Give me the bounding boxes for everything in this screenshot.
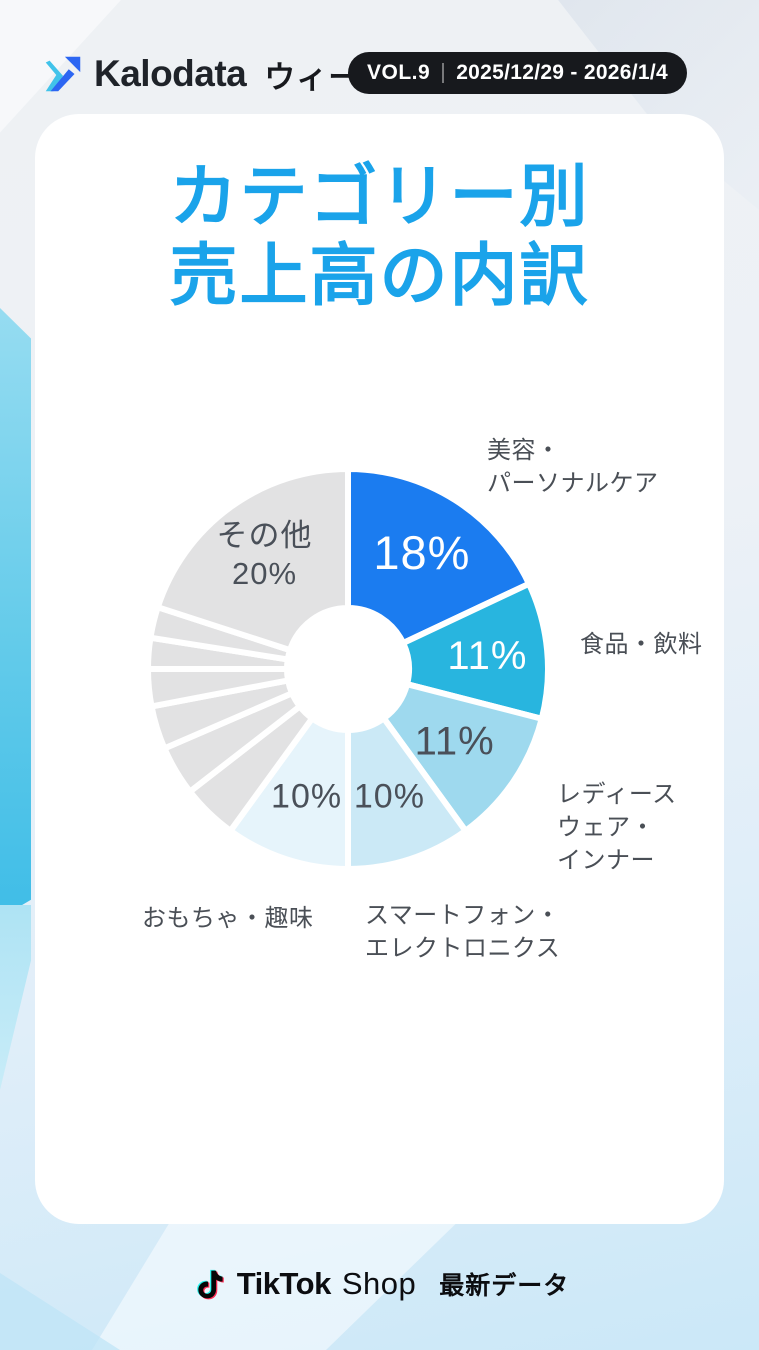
tiktok-icon	[196, 1269, 224, 1300]
bg-cyan-strip-tail	[0, 905, 31, 1090]
donut-slice-percentage: 11%	[415, 720, 495, 764]
content-card: カテゴリー別 売上高の内訳 18% 11% 11% 10% 10% その他 20% 美容・ …	[35, 114, 724, 1224]
donut-slice-percentage: 10%	[271, 777, 342, 815]
donut-slice-percentage: 10%	[354, 777, 425, 815]
page-title-line2: 売上高の内訳	[169, 237, 590, 314]
brand-name: Kalodata	[94, 53, 247, 94]
bg-cyan-strip	[0, 308, 31, 918]
donut-slice-percentage: 18%	[373, 526, 470, 579]
donut-chart-svg: 18% 11% 11% 10% 10% その他 20%	[144, 465, 551, 873]
donut-slice	[154, 465, 351, 654]
footer: TikTok Shop 最新データ	[0, 1258, 759, 1310]
page-title-line1: カテゴリー別	[169, 159, 590, 235]
donut-category-label: 美容・ パーソナルケア	[487, 437, 659, 498]
shop-wordmark: Shop	[341, 1266, 417, 1301]
issue-date-range: 2025/12/29 - 2026/1/4	[456, 61, 668, 84]
donut-slice	[226, 714, 351, 873]
kalodata-logo-icon	[45, 56, 81, 92]
donut-slice	[379, 680, 546, 835]
donut-category-label: おもちゃ・趣味	[142, 905, 314, 932]
donut-slice	[345, 714, 470, 873]
donut-slice-percentage: その他 20%	[217, 518, 313, 591]
issue-vol: VOL.9	[367, 61, 431, 84]
footer-note: 最新データ	[439, 1272, 570, 1300]
issue-badge: VOL.9 2025/12/29 - 2026/1/4	[348, 52, 687, 94]
donut-category-label: 食品・飲料	[580, 631, 703, 658]
donut-slice-percentage: 11%	[447, 634, 527, 678]
donut-slice	[345, 465, 533, 648]
donut-category-label: スマートフォン・ エレクトロニクス	[365, 902, 561, 963]
page-title: カテゴリー別 売上高の内訳	[35, 158, 724, 316]
header: Kalodata ウィークリー VOL.9 2025/12/29 - 2026/…	[40, 48, 724, 100]
donut-slice	[399, 579, 551, 723]
donut-category-label: レディース ウェア・ インナー	[557, 781, 677, 875]
badge-divider	[442, 63, 445, 83]
tiktok-wordmark: TikTok	[236, 1266, 332, 1301]
